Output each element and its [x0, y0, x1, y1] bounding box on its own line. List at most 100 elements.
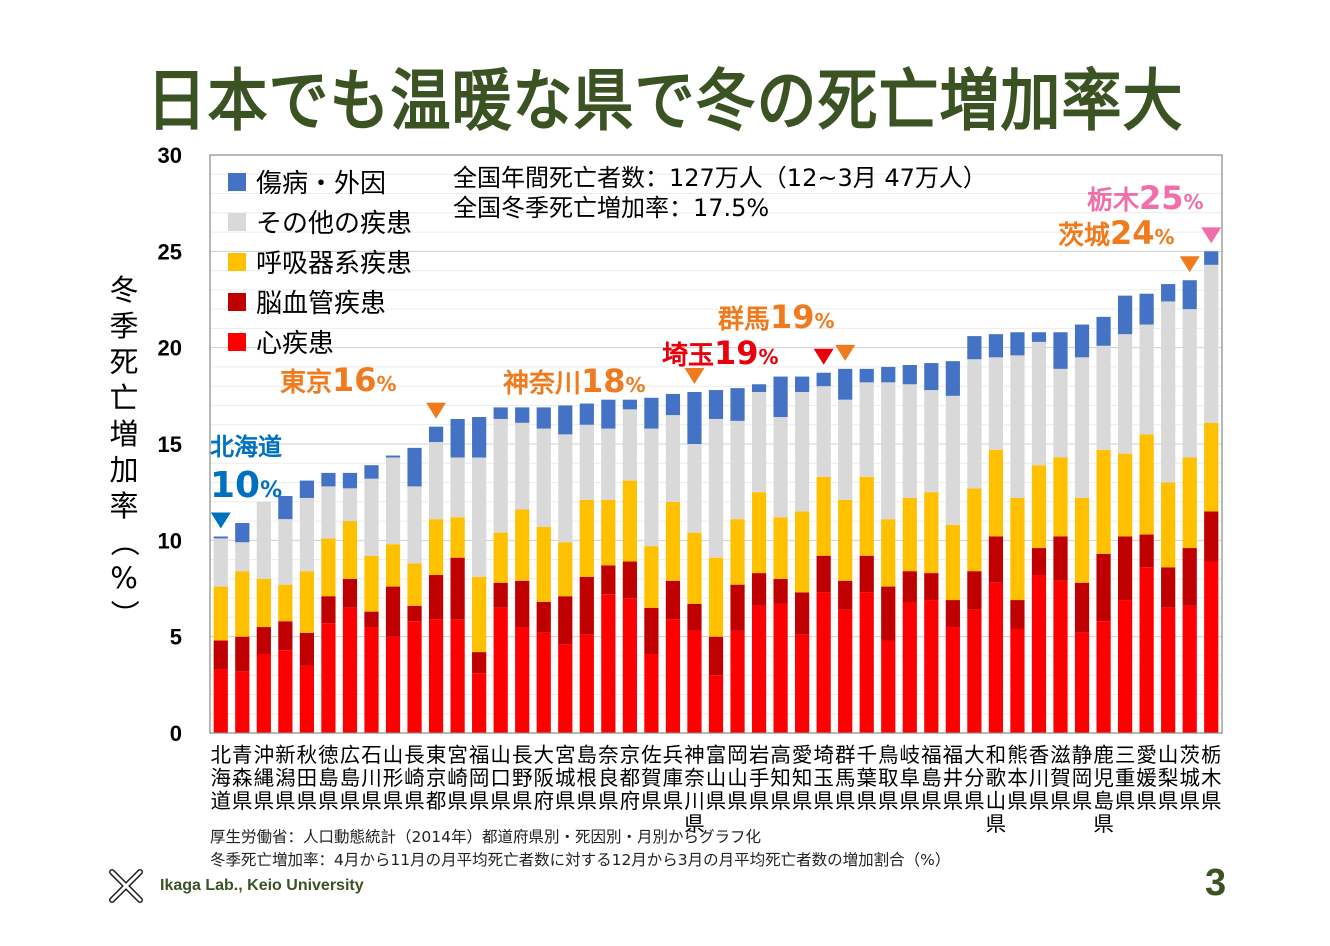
bar-segment: [1074, 632, 1090, 733]
y-tick-label: 20: [158, 336, 182, 361]
bar-segment: [428, 442, 444, 520]
bar-segment: [881, 366, 896, 383]
bar-segment: [450, 619, 465, 733]
bar-segment: [1053, 368, 1068, 458]
x-tick-label: 滋賀県: [1050, 743, 1071, 813]
x-tick-label: 岡山県: [727, 743, 748, 813]
bar-segment: [472, 576, 487, 653]
bar-segment: [299, 665, 314, 733]
bar-segment: [450, 517, 465, 558]
bar-segment: [1010, 600, 1025, 629]
bar-segment: [622, 598, 637, 733]
legend-swatch: [228, 293, 246, 311]
bar-segment: [472, 417, 487, 458]
callout-marker-icon: [426, 402, 447, 419]
bar-segment: [1118, 334, 1133, 454]
bar-segment: [902, 384, 917, 498]
bar-segment: [1139, 434, 1154, 535]
bar-segment: [536, 526, 551, 602]
bar-segment: [1074, 582, 1090, 633]
bar-segment: [967, 488, 982, 572]
bar-segment: [1204, 511, 1219, 562]
bar-segment: [881, 382, 896, 520]
x-tick-label: 石川県: [361, 743, 382, 813]
bar-segment: [1053, 536, 1068, 581]
bar-segment: [1182, 548, 1197, 606]
x-tick-label: 島根県: [577, 743, 598, 813]
x-tick-label: 群馬県: [835, 743, 856, 813]
x-tick-label: 佐賀県: [641, 743, 662, 813]
y-axis-label: 冬季死亡増加率 （% ）: [104, 272, 144, 632]
x-tick-label: 鳥取県: [878, 743, 899, 813]
bar-segment: [601, 499, 616, 566]
bar-segment: [773, 376, 788, 418]
x-tick-label: 岩手県: [749, 743, 770, 813]
bar-segment: [1118, 600, 1133, 733]
bar-segment: [1031, 575, 1047, 733]
legend-label: その他の疾患: [256, 209, 412, 239]
bar-segment: [644, 546, 659, 608]
callout-label: 東京16%: [280, 361, 397, 399]
bar-segment: [644, 428, 659, 547]
bar-segment: [1031, 465, 1047, 549]
x-tick-label: 栃木県: [1201, 743, 1222, 813]
bar-segment: [601, 594, 616, 733]
bar-segment: [385, 636, 401, 733]
bar-segment: [708, 418, 724, 558]
bar-segment: [687, 444, 702, 533]
bar-segment: [687, 603, 702, 631]
x-tick-label: 新潟県: [275, 743, 296, 813]
bar-segment: [256, 578, 271, 628]
bar-segment: [278, 650, 293, 733]
bar-segment: [515, 627, 530, 733]
bar-segment: [342, 472, 358, 489]
callout-marker-icon: [684, 367, 705, 384]
x-tick-label: 秋田県: [297, 743, 318, 813]
bar-segment: [967, 336, 982, 360]
x-tick-label: 大分県: [964, 743, 985, 813]
bar-segment: [1118, 536, 1133, 601]
definition-note: 冬季死亡増加率：4月から11月の月平均死亡者数に対する12月から3月の月平均死亡…: [210, 851, 951, 869]
x-tick-label: 和歌山県: [986, 743, 1007, 836]
bar-segment: [751, 384, 767, 392]
x-tick-label: 三重県: [1115, 743, 1136, 813]
legend-swatch: [228, 333, 246, 351]
bar-segment: [601, 428, 616, 500]
bar-segment: [665, 580, 681, 620]
bar-segment: [407, 621, 422, 733]
bar-segment: [213, 536, 228, 539]
bar-segment: [859, 592, 874, 733]
bar-segment: [1096, 621, 1111, 733]
legend-label: 傷病・外因: [256, 169, 386, 199]
bar-segment: [579, 634, 594, 733]
legend-swatch: [228, 253, 246, 271]
legend-swatch: [228, 213, 246, 231]
bar-segment: [945, 395, 960, 525]
bar-segment: [751, 492, 767, 574]
bar-segment: [1161, 284, 1176, 302]
bar-segment: [1096, 553, 1111, 622]
bar-segment: [515, 422, 530, 510]
x-tick-label: 兵庫県: [663, 743, 684, 813]
bar-segment: [493, 582, 508, 608]
bar-segment: [665, 501, 681, 581]
bar-segment: [708, 390, 724, 419]
bar-segment: [1139, 324, 1154, 435]
bar-segment: [515, 407, 530, 423]
bar-segment: [1182, 605, 1197, 733]
bar-segment: [1053, 457, 1068, 537]
x-tick-label: 大阪府: [533, 743, 554, 813]
y-axis-label-char: 死: [109, 345, 139, 379]
bar-segment: [235, 636, 250, 672]
bar-segment: [385, 455, 401, 458]
bar-segment: [213, 586, 228, 641]
x-tick-label: 富山県: [706, 743, 727, 813]
bar-segment: [881, 586, 896, 641]
bar-segment: [816, 476, 831, 556]
bar-segment: [687, 630, 702, 733]
x-tick-label: 宮城県: [555, 743, 576, 813]
bar-segment: [472, 673, 487, 733]
y-axis-label-char: ）: [107, 599, 141, 629]
winter-rate-note: 全国冬季死亡増加率：17.5%: [453, 194, 769, 222]
